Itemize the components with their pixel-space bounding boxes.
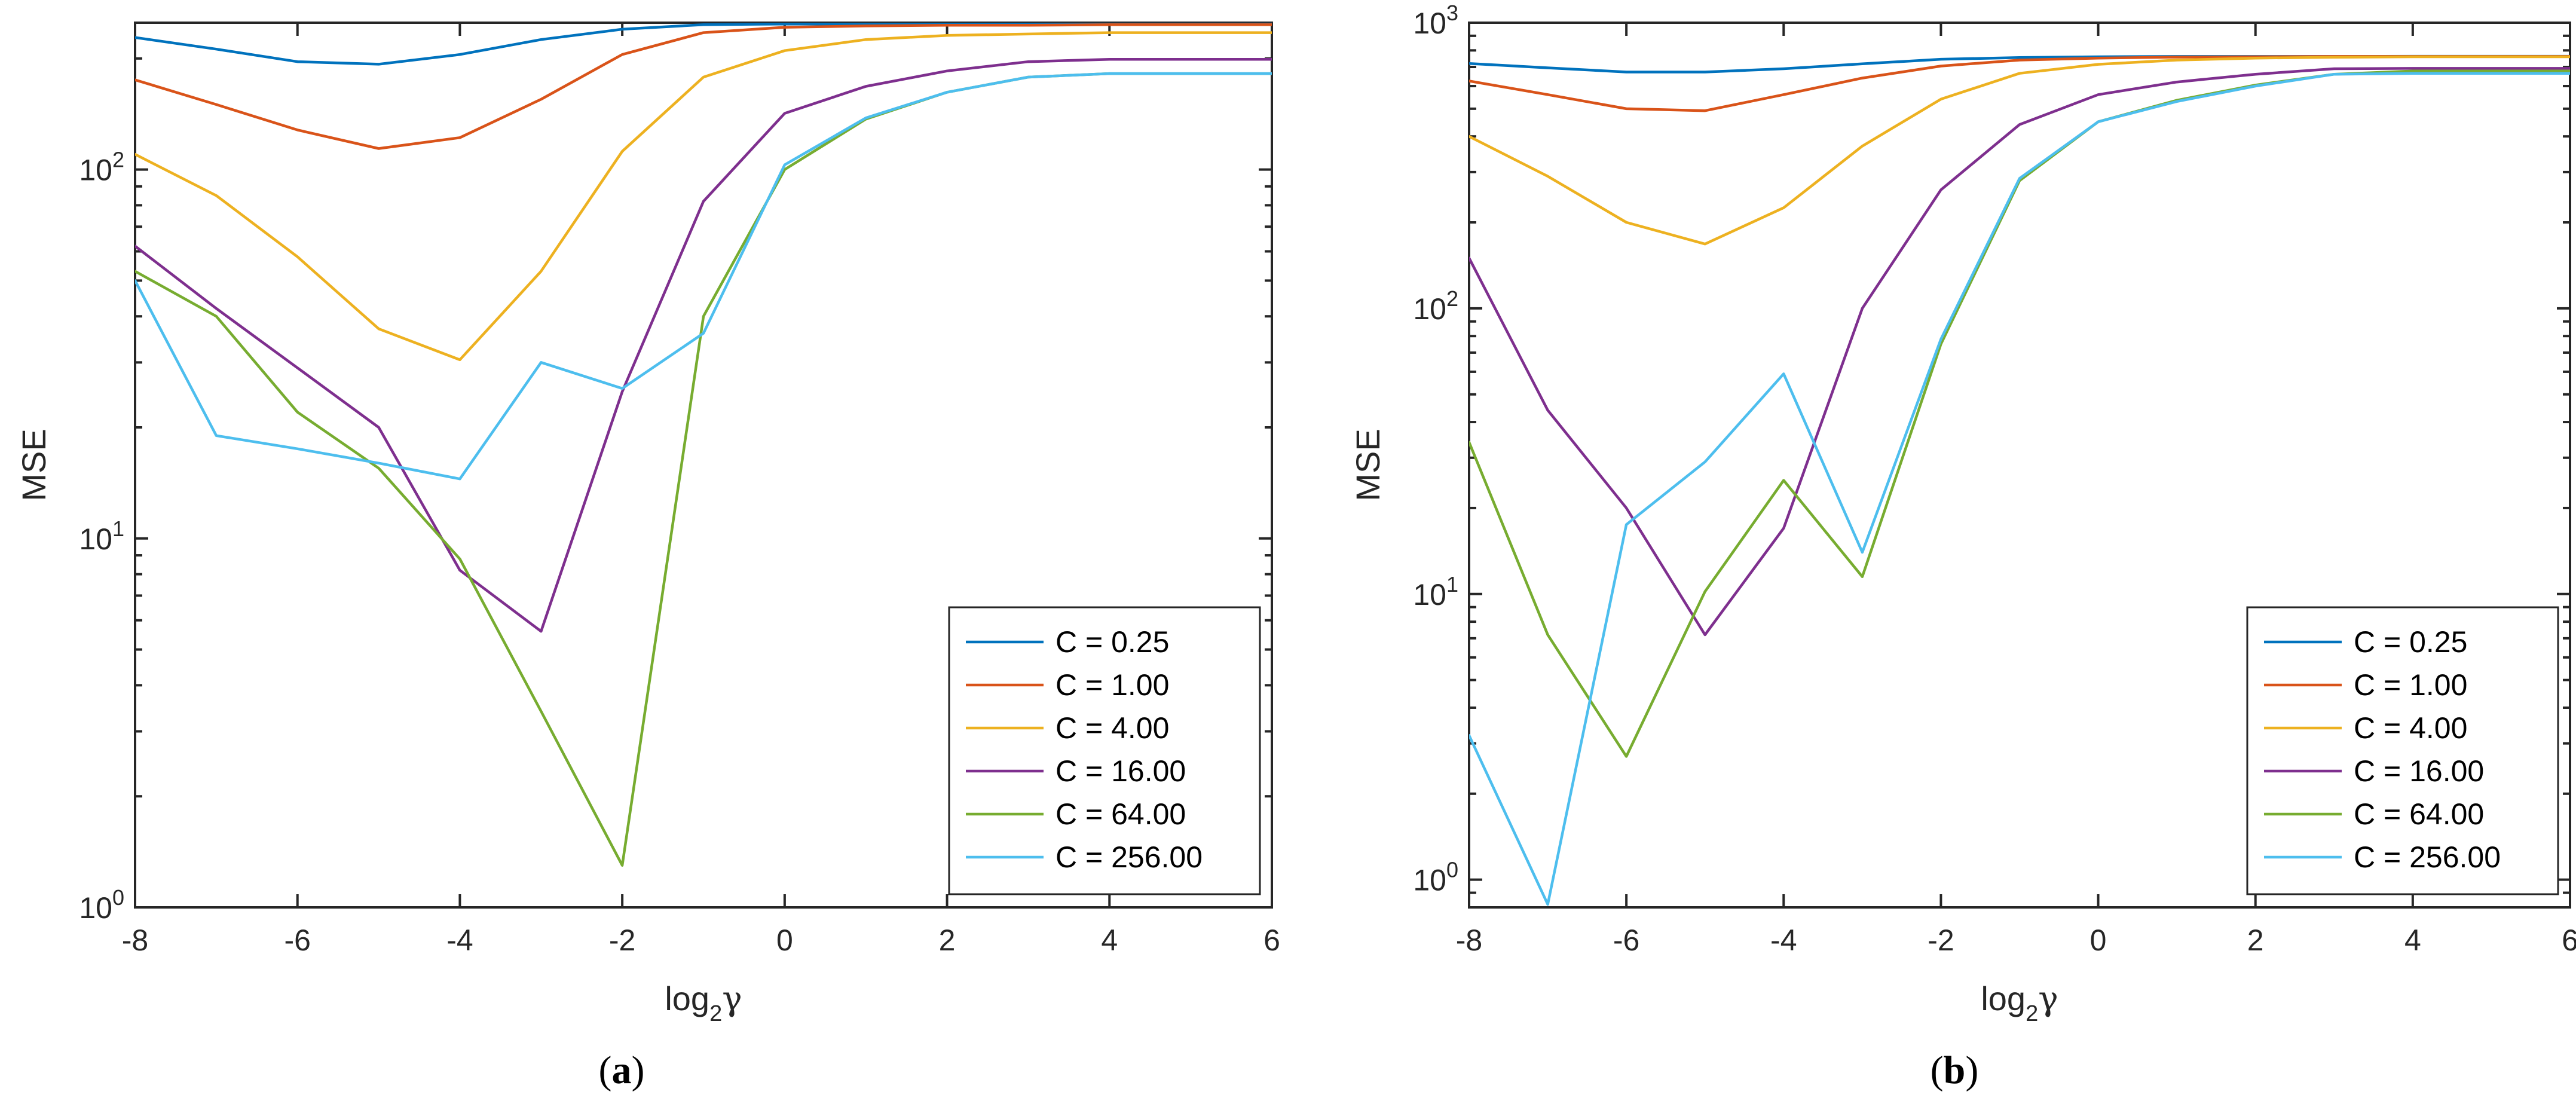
y-axis-title: MSE	[1349, 429, 1387, 501]
y-tick-label: 102	[1413, 286, 1458, 326]
x-tick-label: 0	[776, 924, 793, 957]
legend-label: C = 256.00	[2354, 840, 2501, 874]
x-axis-title: log2γ	[665, 980, 742, 1026]
legend-label: C = 1.00	[2354, 668, 2467, 702]
y-tick-label: 101	[1413, 572, 1458, 611]
x-tick-label: 6	[2562, 924, 2576, 957]
series-line-5	[135, 72, 1272, 481]
chart-panel-b: 100 101 102 103 -8 -6 -4 -2 0 2 4 6 MSE log2γ C = 0.25…	[1349, 1, 2576, 1026]
x-tick-label: -8	[1456, 924, 1482, 957]
y-tick-label: 101	[79, 516, 124, 556]
legend-box	[948, 606, 1261, 895]
plot-area	[134, 22, 1273, 909]
plot-area	[1468, 22, 2571, 909]
x-axis-title: log2γ	[1981, 980, 2058, 1026]
y-tick-label: 100	[79, 885, 124, 925]
series-line-0	[135, 23, 1272, 66]
series-line-1	[135, 23, 1272, 150]
y-tick-label: 103	[1413, 1, 1458, 40]
x-tick-label: -4	[1770, 924, 1797, 957]
legend-label: C = 4.00	[2354, 711, 2467, 745]
legend-label: C = 256.00	[1056, 840, 1203, 874]
x-tick-label: 4	[2404, 924, 2421, 957]
x-tick-label: 2	[2247, 924, 2264, 957]
legend-label: C = 64.00	[1056, 797, 1186, 831]
y-tick-label: 102	[79, 148, 124, 187]
y-axis-title: MSE	[15, 429, 53, 501]
legend-label: C = 16.00	[1056, 754, 1186, 788]
series-line-2	[1469, 55, 2570, 246]
legend-box	[2246, 606, 2559, 895]
legend: C = 0.25 C = 1.00 C = 4.00 C = 16.00 C = 64.…	[2246, 606, 2559, 895]
panel-label-b: (b)	[1931, 1048, 1979, 1092]
x-tick-label: -4	[446, 924, 473, 957]
legend-label: C = 64.00	[2354, 797, 2484, 831]
x-tick-label: 4	[1101, 924, 1118, 957]
x-tick-label: -8	[122, 924, 148, 957]
legend-label: C = 1.00	[1056, 668, 1169, 702]
x-tick-label: -2	[609, 924, 635, 957]
series-line-1	[1469, 55, 2570, 112]
legend: C = 0.25 C = 1.00 C = 4.00 C = 16.00 C = 64.…	[948, 606, 1261, 895]
legend-label: C = 4.00	[1056, 711, 1169, 745]
panel-label-a: (a)	[599, 1048, 645, 1092]
y-tick-label: 100	[1413, 858, 1458, 897]
series-line-2	[135, 31, 1272, 362]
x-tick-label: -6	[1613, 924, 1639, 957]
x-tick-label: -6	[284, 924, 310, 957]
x-tick-label: 0	[2090, 924, 2107, 957]
legend-label: C = 0.25	[1056, 625, 1169, 659]
series-line-3	[135, 57, 1272, 633]
x-tick-label: 2	[939, 924, 956, 957]
legend-label: C = 0.25	[2354, 625, 2467, 659]
series-line-3	[1469, 67, 2570, 637]
series-line-5	[1469, 72, 2570, 906]
x-tick-label: 6	[1263, 924, 1280, 957]
x-tick-label: -2	[1928, 924, 1954, 957]
legend-label: C = 16.00	[2354, 754, 2484, 788]
